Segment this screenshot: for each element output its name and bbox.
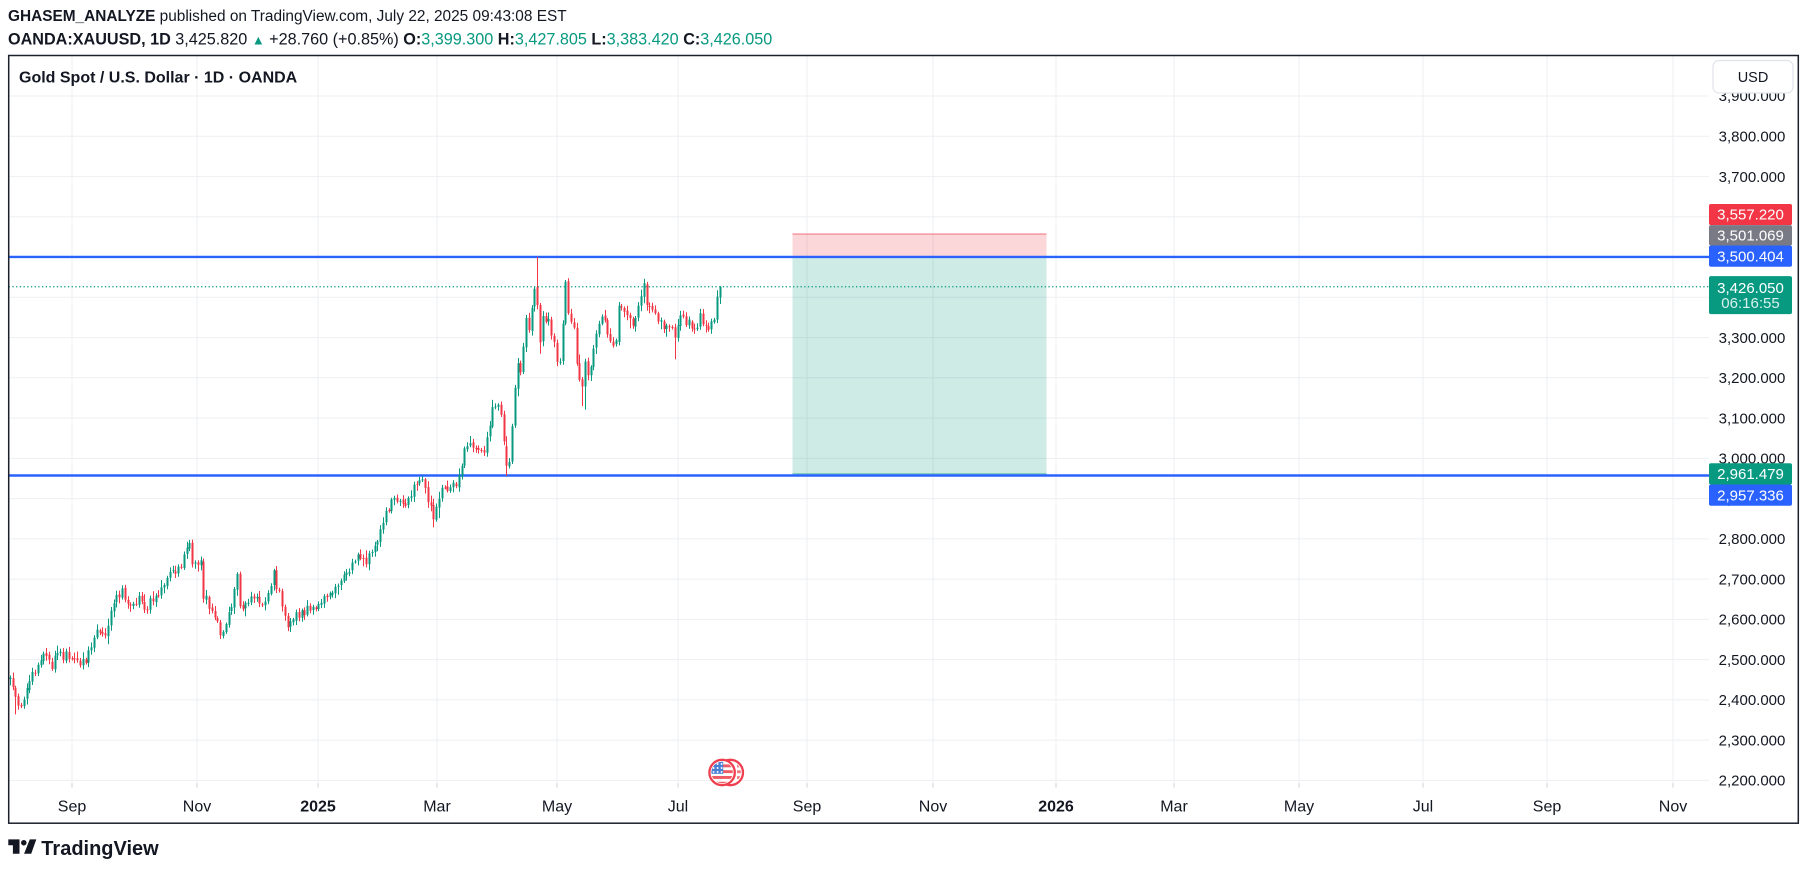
- svg-text:3,700.000: 3,700.000: [1719, 169, 1786, 186]
- svg-text:2,700.000: 2,700.000: [1719, 571, 1786, 588]
- svg-text:06:16:55: 06:16:55: [1721, 295, 1779, 312]
- svg-text:Sep: Sep: [58, 799, 87, 816]
- svg-text:USD: USD: [1738, 70, 1769, 86]
- svg-text:Nov: Nov: [1659, 799, 1687, 816]
- svg-text:Sep: Sep: [1533, 799, 1562, 816]
- svg-text:2,500.000: 2,500.000: [1719, 652, 1786, 669]
- svg-text:Jul: Jul: [1413, 799, 1433, 816]
- svg-text:3,500.404: 3,500.404: [1717, 248, 1784, 265]
- svg-text:Mar: Mar: [423, 799, 451, 816]
- svg-text:OANDA:XAUUSD, 1D 3,425.820 ▲: OANDA:XAUUSD, 1D 3,425.820 ▲ +28.760 (+0…: [8, 31, 772, 49]
- svg-text:2,957.336: 2,957.336: [1717, 488, 1784, 505]
- svg-text:2,300.000: 2,300.000: [1719, 732, 1786, 749]
- svg-text:2025: 2025: [300, 799, 336, 816]
- svg-text:TradingView: TradingView: [41, 838, 159, 860]
- svg-text:2,200.000: 2,200.000: [1719, 773, 1786, 790]
- svg-text:2026: 2026: [1038, 799, 1074, 816]
- svg-text:2,961.479: 2,961.479: [1717, 466, 1784, 483]
- svg-text:3,100.000: 3,100.000: [1719, 410, 1786, 427]
- svg-text:2,800.000: 2,800.000: [1719, 531, 1786, 548]
- svg-text:3,800.000: 3,800.000: [1719, 129, 1786, 146]
- svg-text:GHASEM_ANALYZE published on Tr: GHASEM_ANALYZE published on TradingView.…: [8, 8, 567, 25]
- svg-text:Mar: Mar: [1160, 799, 1188, 816]
- svg-text:3,501.069: 3,501.069: [1717, 228, 1784, 245]
- svg-text:Nov: Nov: [919, 799, 947, 816]
- svg-text:3,200.000: 3,200.000: [1719, 370, 1786, 387]
- svg-text:2,600.000: 2,600.000: [1719, 612, 1786, 629]
- svg-text:May: May: [542, 799, 572, 816]
- svg-text:Sep: Sep: [793, 799, 822, 816]
- svg-text:3,426.050: 3,426.050: [1717, 280, 1784, 297]
- svg-text:Gold Spot / U.S. Dollar · 1D ·: Gold Spot / U.S. Dollar · 1D · OANDA: [19, 70, 298, 87]
- svg-text:Jul: Jul: [668, 799, 688, 816]
- svg-text:Nov: Nov: [183, 799, 211, 816]
- svg-text:3,557.220: 3,557.220: [1717, 207, 1784, 224]
- svg-text:May: May: [1284, 799, 1314, 816]
- svg-text:2,400.000: 2,400.000: [1719, 692, 1786, 709]
- svg-text:3,300.000: 3,300.000: [1719, 330, 1786, 347]
